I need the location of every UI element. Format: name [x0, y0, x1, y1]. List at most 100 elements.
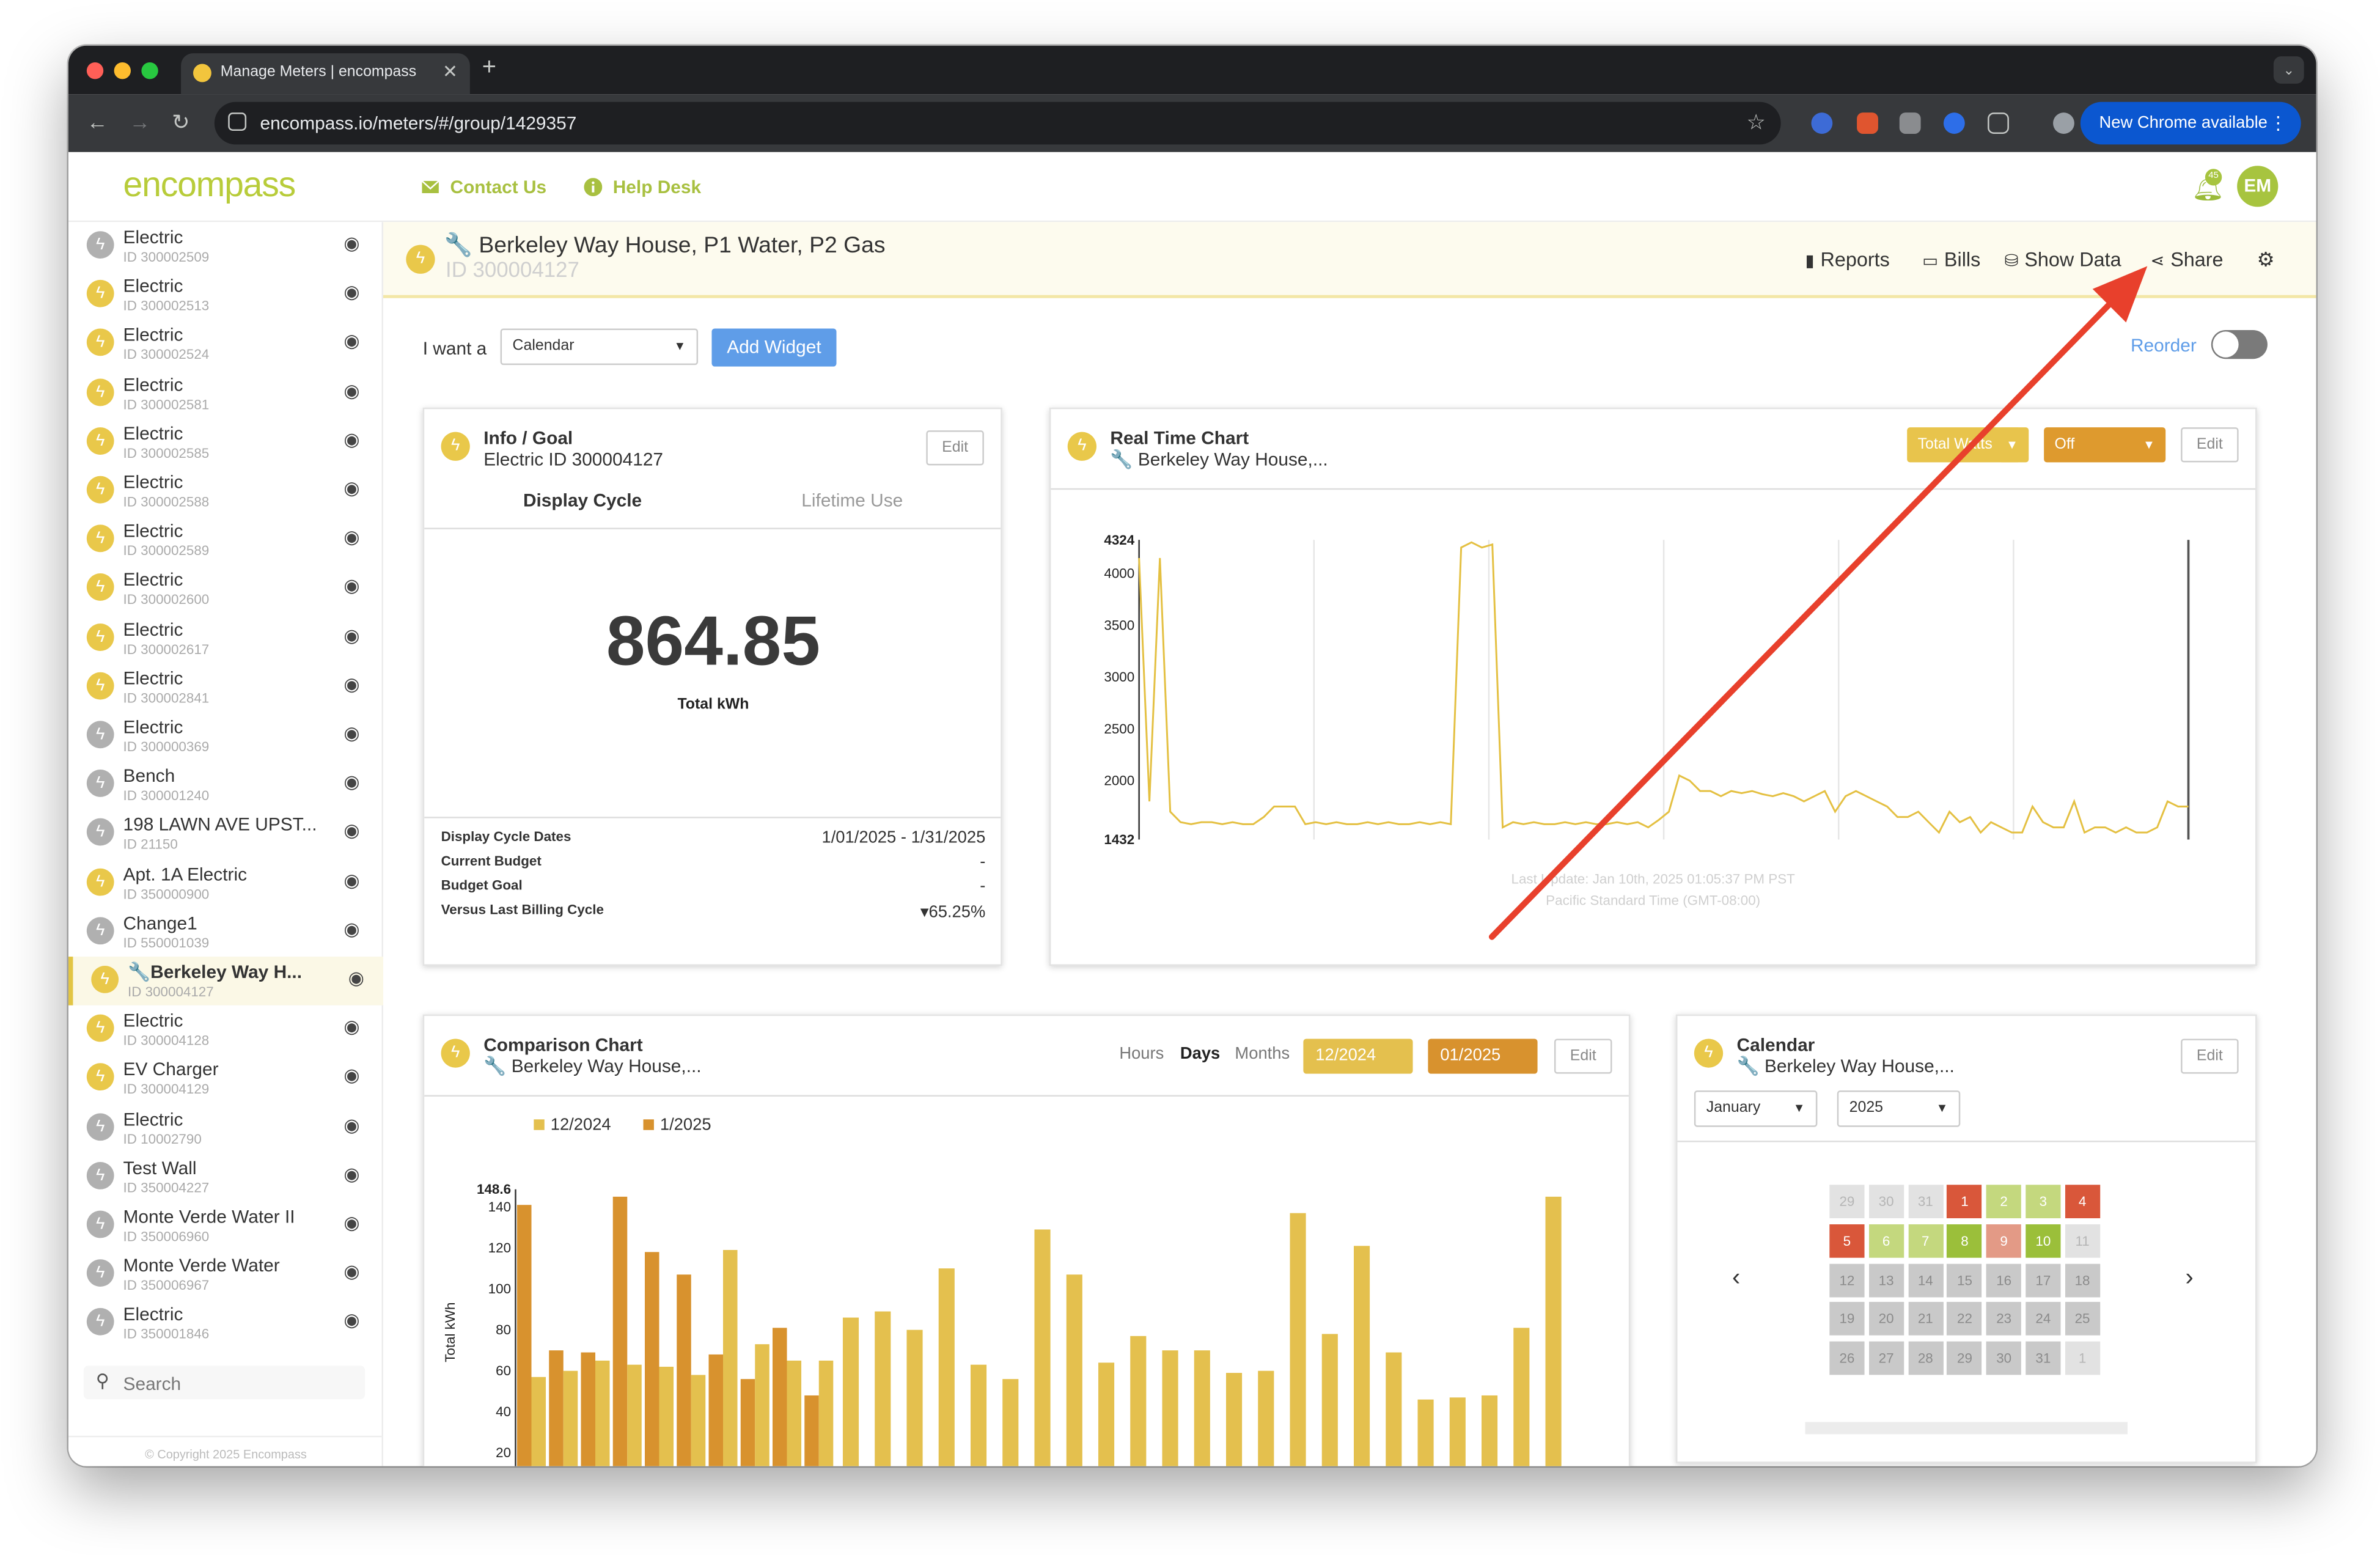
- user-avatar[interactable]: EM: [2237, 166, 2279, 207]
- hide-meter-eye-icon[interactable]: ◉: [343, 1065, 360, 1087]
- sidebar-meter-item[interactable]: ϟ Electric ID 300002589 ◉: [68, 516, 383, 565]
- sidebar-meter-item[interactable]: ϟ Electric ID 300004128 ◉: [68, 1005, 383, 1054]
- profile-icon[interactable]: [2053, 112, 2074, 134]
- hide-meter-eye-icon[interactable]: ◉: [343, 673, 360, 695]
- sidebar-meter-item[interactable]: ϟ Electric ID 300002509 ◉: [68, 222, 383, 271]
- calendar-day[interactable]: 30: [1868, 1185, 1904, 1219]
- calendar-day[interactable]: 27: [1868, 1342, 1904, 1375]
- edit-button[interactable]: Edit: [926, 430, 984, 466]
- calendar-day[interactable]: 24: [2026, 1302, 2061, 1336]
- previous-month-icon[interactable]: ‹: [1732, 1265, 1741, 1292]
- sidebar-meter-item[interactable]: ϟ EV Charger ID 300004129 ◉: [68, 1054, 383, 1103]
- calendar-day[interactable]: 15: [1947, 1263, 1983, 1297]
- hide-meter-eye-icon[interactable]: ◉: [343, 820, 360, 842]
- address-bar[interactable]: encompass.io/meters/#/group/1429357 ☆: [214, 101, 1781, 145]
- sidebar-meter-item[interactable]: ϟ Electric ID 300002600 ◉: [68, 565, 383, 614]
- sidebar-meter-item[interactable]: ϟ Bench ID 300001240 ◉: [68, 761, 383, 810]
- metric-dropdown[interactable]: Total Watts ▼: [1907, 427, 2029, 463]
- new-chrome-available-button[interactable]: New Chrome available ⋮: [2081, 101, 2301, 145]
- site-info-icon[interactable]: [228, 112, 247, 131]
- reload-icon[interactable]: ↻: [172, 109, 190, 134]
- close-window-button[interactable]: [86, 62, 104, 79]
- next-month-icon[interactable]: ›: [2185, 1265, 2194, 1292]
- calendar-day[interactable]: 8: [1947, 1224, 1983, 1258]
- extension-icon[interactable]: [1899, 112, 1921, 134]
- hide-meter-eye-icon[interactable]: ◉: [343, 232, 360, 254]
- mode-months[interactable]: Months: [1235, 1045, 1290, 1064]
- search-input[interactable]: Search: [123, 1373, 182, 1395]
- forward-icon[interactable]: →: [129, 109, 151, 134]
- sidebar-meter-item[interactable]: ϟ Electric ID 300002841 ◉: [68, 663, 383, 711]
- calendar-day[interactable]: 10: [2026, 1224, 2061, 1258]
- overlay-dropdown[interactable]: Off ▼: [2044, 427, 2166, 463]
- sidebar-meter-item[interactable]: ϟ Electric ID 10002790 ◉: [68, 1103, 383, 1152]
- hide-meter-eye-icon[interactable]: ◉: [343, 1261, 360, 1283]
- sidebar-meter-item[interactable]: ϟ Electric ID 300002617 ◉: [68, 614, 383, 663]
- calendar-day[interactable]: 29: [1829, 1185, 1865, 1219]
- sidebar-meter-item[interactable]: ϟ Apt. 1A Electric ID 350000900 ◉: [68, 859, 383, 908]
- tab-lifetime-use[interactable]: Lifetime Use: [801, 490, 903, 512]
- edit-button[interactable]: Edit: [2181, 1039, 2239, 1074]
- hide-meter-eye-icon[interactable]: ◉: [343, 722, 360, 744]
- contact-us-link[interactable]: Contact Us: [421, 177, 546, 197]
- calendar-day[interactable]: 6: [1868, 1224, 1904, 1258]
- sidebar-meter-item[interactable]: ϟ Electric ID 350001846 ◉: [68, 1300, 383, 1348]
- encompass-logo[interactable]: encompass: [123, 164, 296, 204]
- calendar-day[interactable]: 9: [1986, 1224, 2022, 1258]
- hide-meter-eye-icon[interactable]: ◉: [343, 1212, 360, 1233]
- bills-button[interactable]: ▭ Bills: [1922, 248, 1981, 271]
- calendar-day[interactable]: 23: [1986, 1302, 2022, 1336]
- hide-meter-eye-icon[interactable]: ◉: [343, 575, 360, 597]
- calendar-day[interactable]: 13: [1868, 1263, 1904, 1297]
- hide-meter-eye-icon[interactable]: ◉: [343, 624, 360, 646]
- period-2-select[interactable]: 01/2025: [1428, 1039, 1538, 1074]
- hide-meter-eye-icon[interactable]: ◉: [343, 771, 360, 793]
- year-select[interactable]: 2025 ▼: [1837, 1090, 1961, 1127]
- mode-days[interactable]: Days: [1180, 1045, 1221, 1064]
- calendar-day[interactable]: 31: [1908, 1185, 1943, 1219]
- tab-search-icon[interactable]: ⌄: [2273, 56, 2304, 84]
- calendar-day[interactable]: 19: [1829, 1302, 1865, 1336]
- sidebar-meter-item[interactable]: ϟ 🔧Berkeley Way H... ID 300004127 ◉: [68, 957, 384, 1005]
- meter-search[interactable]: ⚲ Search: [83, 1366, 365, 1400]
- sidebar-meter-item[interactable]: ϟ Electric ID 300002585 ◉: [68, 418, 383, 467]
- calendar-day[interactable]: 2: [1986, 1185, 2022, 1219]
- bookmark-star-icon[interactable]: ☆: [1746, 109, 1766, 134]
- hide-meter-eye-icon[interactable]: ◉: [348, 967, 364, 989]
- hide-meter-eye-icon[interactable]: ◉: [343, 477, 360, 499]
- hide-meter-eye-icon[interactable]: ◉: [343, 526, 360, 548]
- mode-hours[interactable]: Hours: [1119, 1045, 1164, 1064]
- help-desk-link[interactable]: Help Desk: [584, 177, 701, 197]
- calendar-day[interactable]: 14: [1908, 1263, 1943, 1297]
- calendar-day[interactable]: 5: [1829, 1224, 1865, 1258]
- sidebar-meter-item[interactable]: ϟ Monte Verde Water ID 350006967 ◉: [68, 1251, 383, 1300]
- hide-meter-eye-icon[interactable]: ◉: [343, 1016, 360, 1038]
- sidebar-meter-item[interactable]: ϟ Change1 ID 550001039 ◉: [68, 908, 383, 957]
- calendar-day[interactable]: 28: [1908, 1342, 1943, 1375]
- sidebar-meter-item[interactable]: ϟ Electric ID 300000369 ◉: [68, 711, 383, 760]
- calendar-day[interactable]: 7: [1908, 1224, 1943, 1258]
- period-1-select[interactable]: 12/2024: [1303, 1039, 1413, 1074]
- tab-display-cycle[interactable]: Display Cycle: [523, 490, 642, 512]
- maximize-window-button[interactable]: [141, 62, 158, 79]
- sidebar-meter-item[interactable]: ϟ Electric ID 300002524 ◉: [68, 320, 383, 369]
- extension-icon-2[interactable]: [1943, 112, 1965, 134]
- url-text[interactable]: encompass.io/meters/#/group/1429357: [260, 112, 577, 134]
- sidebar-meter-item[interactable]: ϟ Monte Verde Water II ID 350006960 ◉: [68, 1202, 383, 1251]
- extensions-puzzle-icon[interactable]: [1988, 112, 2009, 134]
- widget-type-select[interactable]: Calendar ▼: [500, 328, 699, 366]
- calendar-day[interactable]: 31: [2026, 1342, 2061, 1375]
- calendar-day[interactable]: 1: [2065, 1342, 2100, 1375]
- calendar-day[interactable]: 18: [2065, 1263, 2100, 1297]
- back-icon[interactable]: ←: [86, 109, 108, 134]
- calendar-day[interactable]: 25: [2065, 1302, 2100, 1336]
- show-data-button[interactable]: ⛁ Show Data: [2004, 248, 2121, 271]
- edit-button[interactable]: Edit: [2181, 427, 2239, 463]
- sidebar-meter-item[interactable]: ϟ Electric ID 300002581 ◉: [68, 369, 383, 418]
- calendar-day[interactable]: 12: [1829, 1263, 1865, 1297]
- calendar-day[interactable]: 22: [1947, 1302, 1983, 1336]
- hide-meter-eye-icon[interactable]: ◉: [343, 281, 360, 303]
- calendar-day[interactable]: 16: [1986, 1263, 2022, 1297]
- hide-meter-eye-icon[interactable]: ◉: [343, 428, 360, 450]
- calendar-day[interactable]: 26: [1829, 1342, 1865, 1375]
